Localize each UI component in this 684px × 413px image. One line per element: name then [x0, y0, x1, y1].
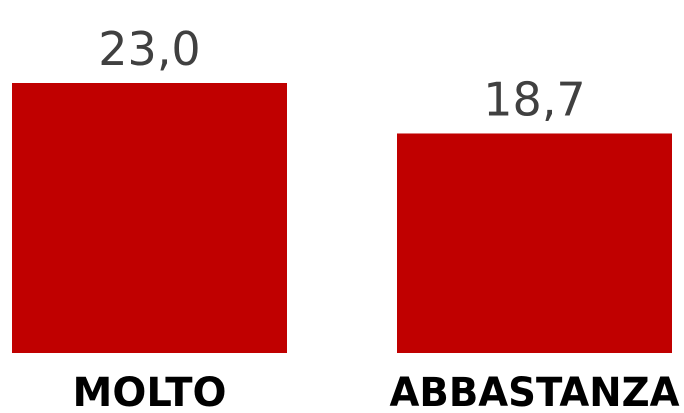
bars-layer: [12, 83, 672, 353]
data-label-abbastanza: 18,7: [483, 72, 585, 126]
category-label-molto: MOLTO: [73, 370, 227, 413]
data-label-molto: 23,0: [98, 22, 200, 76]
category-labels-layer: MOLTO ABBASTANZA: [73, 370, 680, 413]
bar-abbastanza: [397, 133, 672, 353]
value-labels-layer: 23,0 18,7: [98, 22, 585, 126]
bar-molto: [12, 83, 287, 353]
category-label-abbastanza: ABBASTANZA: [390, 370, 680, 413]
